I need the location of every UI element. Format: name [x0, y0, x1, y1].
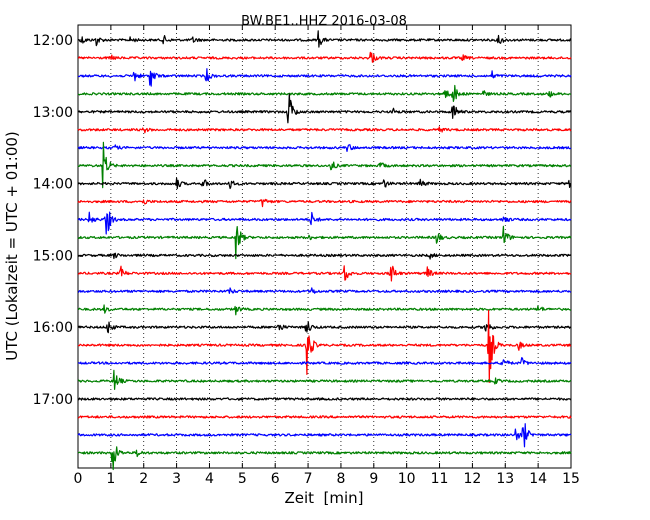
x-tick-label: 3 — [172, 471, 181, 487]
x-tick-label: 9 — [369, 471, 378, 487]
x-tick-label: 1 — [106, 471, 115, 487]
seismogram-trace — [77, 287, 572, 294]
x-tick-label: 15 — [562, 471, 580, 487]
x-tick-label: 5 — [238, 471, 247, 487]
trace-group — [77, 30, 572, 471]
seismogram-trace — [77, 126, 572, 134]
seismogram-trace — [77, 198, 572, 208]
y-tick-label: 12:00 — [33, 33, 73, 49]
seismogram-trace — [77, 397, 572, 401]
seismogram-trace — [77, 211, 572, 235]
seismogram-trace — [77, 309, 572, 383]
x-tick-label: 8 — [336, 471, 345, 487]
seismogram-trace — [77, 68, 572, 87]
x-axis: 0 1 2 3 4 5 6 7 8 9 10 11 12 13 14 15 — [74, 25, 580, 487]
x-tick-label: 10 — [398, 471, 416, 487]
seismogram-trace — [77, 423, 572, 448]
seismogram-trace — [77, 415, 572, 419]
x-axis-label: Zeit [min] — [284, 489, 363, 507]
seismogram-trace — [77, 265, 572, 282]
seismogram-trace — [77, 225, 572, 260]
x-tick-label: 0 — [74, 471, 83, 487]
x-tick-label: 13 — [496, 471, 514, 487]
y-tick-label: 13:00 — [33, 105, 73, 121]
seismogram-trace — [77, 144, 572, 152]
seismogram-trace — [77, 177, 572, 190]
seismogram-trace — [78, 51, 572, 63]
x-tick-label: 7 — [304, 471, 313, 487]
x-tick-label: 14 — [529, 471, 547, 487]
seismogram-trace — [77, 84, 572, 102]
seismogram-trace — [77, 93, 572, 124]
x-tick-label: 4 — [205, 471, 214, 487]
y-tick-label: 14:00 — [33, 177, 73, 193]
y-tick-label: 16:00 — [33, 320, 73, 336]
x-tick-label: 12 — [463, 471, 481, 487]
seismogram-trace — [77, 369, 572, 390]
x-tick-label: 11 — [431, 471, 449, 487]
x-tick-label: 6 — [271, 471, 280, 487]
y-tick-label: 15:00 — [33, 248, 73, 264]
seismogram-trace — [77, 252, 572, 260]
seismogram-trace — [77, 141, 571, 189]
x-tick-label: 2 — [139, 471, 148, 487]
y-axis-label: UTC (Lokalzeit = UTC + 01:00) — [3, 131, 21, 361]
seismogram-trace — [77, 446, 572, 471]
seismogram-trace — [77, 30, 571, 48]
plot-frame — [77, 24, 572, 469]
y-axis: 12:00 13:00 14:00 15:00 16:00 17:00 — [33, 33, 571, 408]
y-tick-label: 17:00 — [33, 392, 73, 408]
seismogram-trace — [77, 357, 572, 366]
